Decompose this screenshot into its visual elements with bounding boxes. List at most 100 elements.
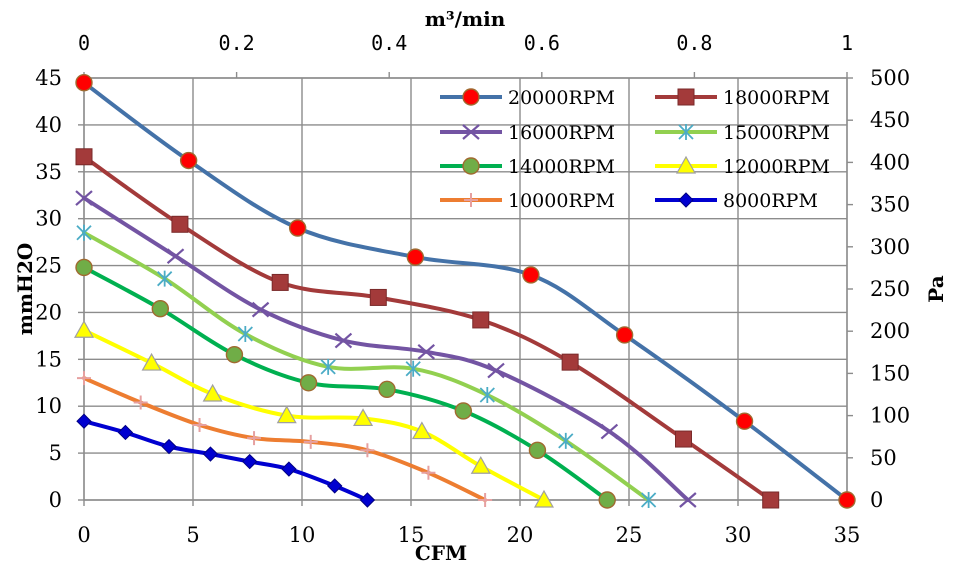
y-tick-label: 25 (35, 254, 62, 278)
data-point (533, 489, 555, 508)
data-point (157, 270, 173, 287)
data-point (462, 157, 480, 175)
data-point (558, 432, 574, 449)
y2-tick-label: 150 (870, 361, 910, 385)
x-tick-label: 30 (725, 523, 752, 547)
y-tick-label: 20 (35, 300, 62, 324)
x-tick-label: 15 (398, 523, 425, 547)
data-point (75, 258, 93, 277)
x-tick-label: 0 (77, 523, 90, 547)
y-tick-label: 45 (35, 66, 62, 90)
legend-label: 15000RPM (723, 122, 830, 144)
data-point (360, 443, 375, 458)
data-point (369, 288, 387, 306)
data-point (735, 412, 754, 430)
x2-axis-title: m³/min (425, 7, 506, 31)
series-18000RPM (75, 148, 780, 509)
data-point (472, 311, 490, 329)
gridlines (83, 77, 848, 501)
data-point (454, 402, 473, 420)
y2-tick-label: 450 (870, 108, 910, 132)
data-point (378, 380, 396, 399)
data-point (421, 465, 436, 480)
y-tick-label: 15 (35, 347, 62, 371)
legend-label: 20000RPM (508, 87, 615, 109)
data-point (151, 299, 170, 318)
series-8000RPM (76, 413, 376, 508)
data-point (678, 192, 694, 208)
y-tick-label: 35 (35, 160, 62, 184)
y2-tick-label: 300 (870, 235, 910, 259)
legend-label: 8000RPM (723, 190, 818, 212)
data-point (487, 362, 505, 379)
data-point (225, 345, 244, 364)
data-point (271, 273, 289, 291)
data-point (117, 424, 134, 441)
data-point (600, 423, 619, 440)
data-point (359, 492, 376, 508)
x2-tick-label: 0.4 (371, 31, 407, 55)
series-line (82, 154, 773, 502)
data-point (411, 421, 432, 440)
x2-tick-label: 0.8 (676, 31, 712, 55)
data-point (675, 155, 697, 174)
legend-label: 14000RPM (508, 156, 615, 178)
data-point (598, 491, 616, 509)
legend-label: 10000RPM (508, 190, 615, 212)
y2-tick-label: 0 (870, 488, 883, 512)
legend-item: 14000RPM (440, 156, 615, 178)
data-point (838, 491, 856, 509)
x-tick-label: 20 (507, 523, 534, 547)
data-point (241, 453, 258, 470)
series-line (82, 80, 849, 502)
data-point (166, 248, 185, 265)
data-point (179, 151, 198, 170)
x-axis-title: CFM (415, 541, 467, 565)
data-point (405, 360, 421, 377)
legend: 20000RPM 18000RPM 16000RPM 15000RPM 14000RPM… (440, 87, 830, 212)
data-point (678, 124, 694, 140)
data-point (75, 73, 93, 92)
series-16000RPM (75, 190, 697, 508)
series-line (82, 376, 488, 502)
data-point (303, 434, 318, 449)
data-point (299, 374, 318, 392)
y2-tick-label: 50 (870, 446, 897, 470)
legend-item: 18000RPM (655, 87, 830, 109)
data-point (276, 405, 297, 424)
data-point (76, 413, 92, 429)
data-point (192, 417, 207, 432)
data-point (320, 358, 336, 375)
y2-tick-label: 400 (870, 150, 910, 174)
legend-item: 15000RPM (655, 122, 830, 144)
legend-item: 16000RPM (440, 122, 615, 144)
legend-label: 16000RPM (508, 122, 615, 144)
data-point (75, 190, 93, 206)
y-axis-title: mmH2O (13, 243, 37, 336)
y-tick-label: 30 (35, 207, 62, 231)
legend-item: 10000RPM (440, 190, 615, 212)
data-point (75, 148, 93, 166)
data-point (679, 492, 697, 508)
data-point (247, 431, 262, 446)
data-point (353, 408, 374, 427)
data-point (73, 320, 95, 338)
y2-tick-label: 500 (870, 66, 910, 90)
y-tick-label: 10 (35, 394, 62, 418)
data-point (161, 438, 177, 455)
data-point (675, 430, 692, 448)
data-point (464, 193, 478, 207)
x-tick-label: 35 (834, 523, 861, 547)
data-point (334, 332, 353, 349)
y-tick-label: 40 (35, 113, 62, 137)
x-tick-label: 10 (289, 523, 316, 547)
x-tick-label: 5 (186, 523, 199, 547)
data-point (528, 441, 547, 459)
y-tick-label: 5 (49, 441, 62, 465)
series-12000RPM (73, 320, 555, 508)
data-point (202, 446, 219, 462)
data-point (462, 124, 480, 140)
data-point (640, 492, 657, 508)
